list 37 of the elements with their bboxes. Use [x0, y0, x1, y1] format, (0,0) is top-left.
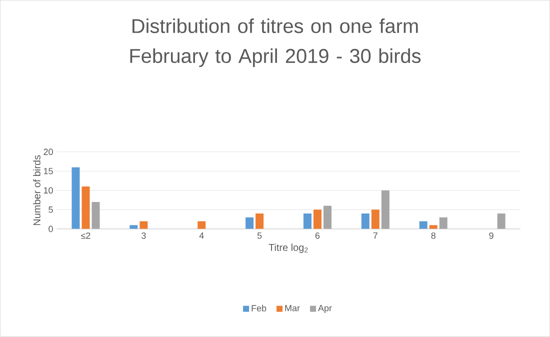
bar	[198, 221, 206, 230]
bar	[130, 225, 138, 230]
x-tick-label: 4	[199, 232, 204, 239]
bar	[323, 206, 332, 230]
bar	[419, 221, 428, 230]
x-tick-label: 7	[373, 232, 378, 239]
bar	[140, 221, 148, 230]
legend-label: Apr	[318, 305, 332, 314]
x-tick-label: ≤2	[81, 232, 90, 239]
bar	[361, 214, 370, 230]
legend-label: Mar	[285, 305, 300, 312]
bar	[371, 210, 380, 230]
y-tick-label: 10	[44, 187, 53, 194]
bar	[256, 214, 264, 230]
y-tick-label: 15	[44, 168, 53, 174]
bar	[246, 218, 254, 230]
bar	[429, 225, 438, 230]
bar	[497, 214, 506, 230]
bar	[82, 186, 90, 230]
chart-title: Distribution of titres on one farm February to April 2019 - 30 birds	[130, 18, 421, 68]
x-tick-label: 5	[257, 232, 262, 239]
bar	[439, 218, 448, 230]
bar	[313, 210, 322, 230]
x-tick-label: 9	[489, 232, 494, 239]
x-tick-label: 6	[315, 232, 320, 239]
y-axis-title: Number of birds	[33, 155, 40, 226]
bar	[72, 167, 80, 230]
y-tick-label: 5	[48, 206, 53, 213]
y-tick-label: 0	[48, 226, 53, 232]
bar	[92, 202, 100, 230]
legend-label: Feb	[252, 304, 266, 312]
bar	[303, 214, 312, 230]
x-axis-title: Titre log$_{2}$	[268, 244, 308, 254]
bar	[381, 190, 390, 230]
y-tick-label: 20	[44, 148, 53, 156]
x-tick-label: 3	[142, 232, 146, 239]
x-tick-label: 8	[431, 232, 436, 239]
